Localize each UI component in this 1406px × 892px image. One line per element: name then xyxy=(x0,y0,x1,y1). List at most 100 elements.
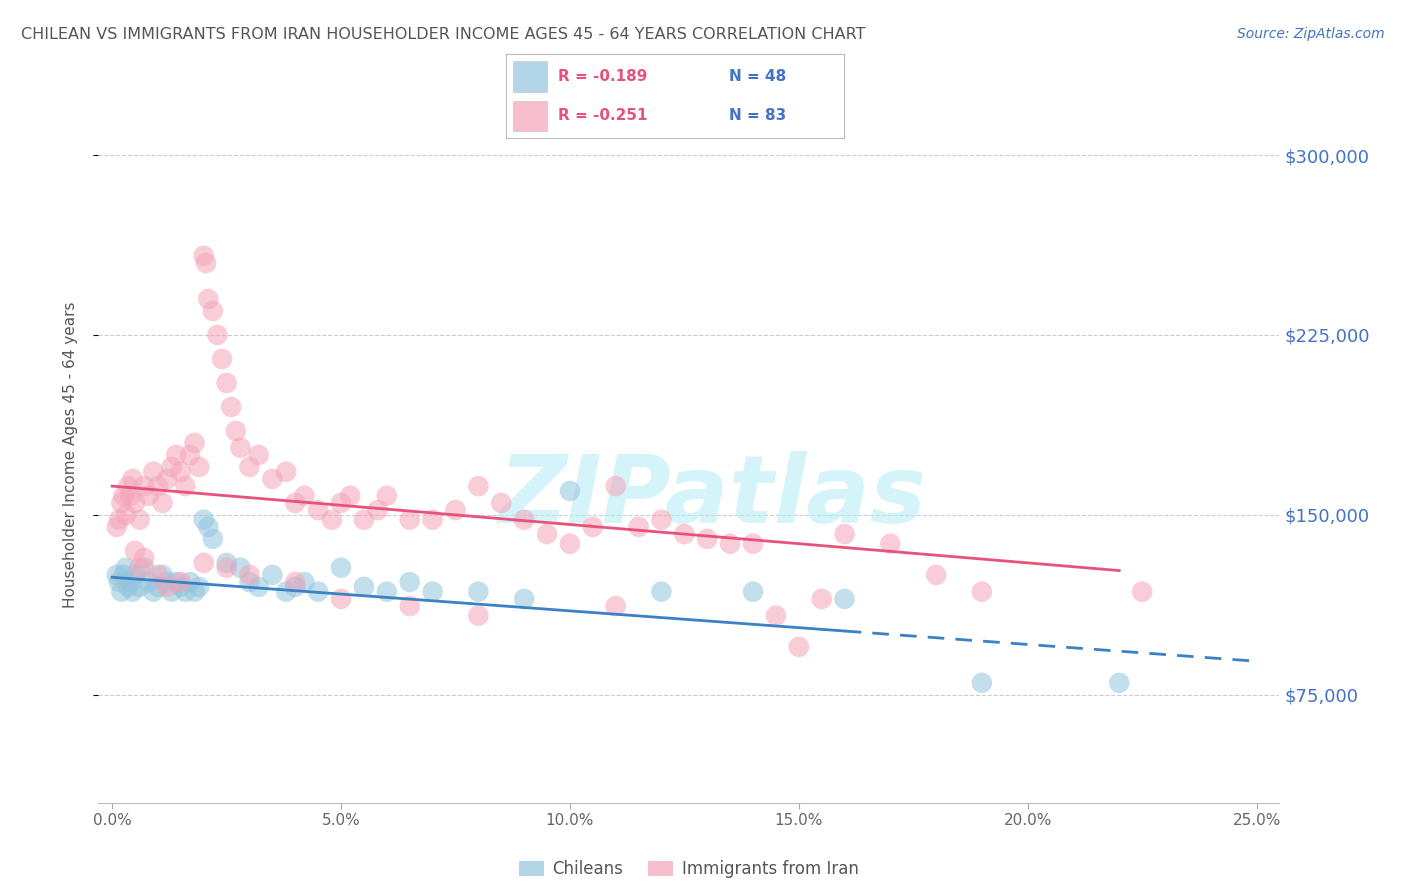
Text: R = -0.189: R = -0.189 xyxy=(558,69,648,84)
Point xyxy=(121,472,143,486)
Point xyxy=(787,640,810,654)
Point xyxy=(650,513,672,527)
Point xyxy=(238,575,260,590)
Point xyxy=(201,304,224,318)
Point xyxy=(274,465,297,479)
Point xyxy=(339,489,361,503)
Point xyxy=(156,580,179,594)
Point xyxy=(165,575,187,590)
Point xyxy=(188,459,211,474)
Point xyxy=(112,567,135,582)
Point xyxy=(810,591,832,606)
Point xyxy=(110,496,132,510)
Text: N = 48: N = 48 xyxy=(728,69,786,84)
Point xyxy=(444,503,467,517)
Point xyxy=(124,567,146,582)
Point xyxy=(650,584,672,599)
Point xyxy=(193,249,215,263)
Point xyxy=(197,292,219,306)
Point xyxy=(112,489,135,503)
Point xyxy=(128,560,150,574)
Point xyxy=(121,584,143,599)
Point xyxy=(284,575,307,590)
Point xyxy=(742,584,765,599)
Point xyxy=(294,489,316,503)
Point xyxy=(284,496,307,510)
Point xyxy=(117,580,139,594)
Point xyxy=(353,580,375,594)
Point xyxy=(179,448,201,462)
Point xyxy=(201,532,224,546)
Point xyxy=(128,580,150,594)
Point xyxy=(970,676,993,690)
Text: N = 83: N = 83 xyxy=(728,108,786,123)
Point xyxy=(513,591,536,606)
Point xyxy=(238,459,260,474)
Point xyxy=(294,575,316,590)
Point xyxy=(110,584,132,599)
Point xyxy=(673,527,696,541)
Point xyxy=(197,520,219,534)
Point xyxy=(134,479,156,493)
FancyBboxPatch shape xyxy=(513,101,547,131)
Text: R = -0.251: R = -0.251 xyxy=(558,108,648,123)
Point xyxy=(513,513,536,527)
Point xyxy=(120,489,142,503)
Point xyxy=(834,591,856,606)
Point xyxy=(138,575,160,590)
Point xyxy=(170,575,193,590)
Point xyxy=(225,424,247,438)
Legend: Chileans, Immigrants from Iran: Chileans, Immigrants from Iran xyxy=(513,854,865,885)
Point xyxy=(558,483,581,498)
Point xyxy=(160,459,183,474)
Point xyxy=(142,584,165,599)
Point xyxy=(219,400,242,414)
Point xyxy=(330,496,353,510)
Point xyxy=(536,527,558,541)
Point xyxy=(229,441,252,455)
Point xyxy=(152,567,174,582)
Point xyxy=(742,537,765,551)
Point xyxy=(174,584,197,599)
Point xyxy=(398,513,420,527)
Point xyxy=(262,567,284,582)
Point xyxy=(215,560,238,574)
Point xyxy=(718,537,741,551)
Point xyxy=(134,560,156,574)
Point xyxy=(170,465,193,479)
Point xyxy=(134,551,156,566)
Point xyxy=(229,560,252,574)
Point xyxy=(696,532,718,546)
Text: ZIPatlas: ZIPatlas xyxy=(499,450,927,542)
Point xyxy=(467,608,489,623)
Point xyxy=(117,479,139,493)
Point xyxy=(174,479,197,493)
Point xyxy=(108,513,131,527)
Point xyxy=(321,513,343,527)
Point xyxy=(156,575,179,590)
Point xyxy=(165,448,187,462)
Point xyxy=(925,567,948,582)
Point xyxy=(330,560,353,574)
Point xyxy=(353,513,375,527)
Point xyxy=(398,575,420,590)
Point xyxy=(138,489,160,503)
Point xyxy=(146,580,169,594)
Point xyxy=(128,513,150,527)
Point xyxy=(422,513,444,527)
Point xyxy=(262,472,284,486)
Point xyxy=(467,479,489,493)
Point xyxy=(193,556,215,570)
Point xyxy=(367,503,389,517)
Point xyxy=(375,584,398,599)
Point xyxy=(211,351,233,366)
Point xyxy=(115,560,138,574)
Y-axis label: Householder Income Ages 45 - 64 years: Householder Income Ages 45 - 64 years xyxy=(63,301,77,608)
Point xyxy=(491,496,513,510)
Point xyxy=(582,520,605,534)
Point xyxy=(247,448,270,462)
Point xyxy=(183,436,205,450)
Point xyxy=(160,584,183,599)
Point xyxy=(1108,676,1130,690)
Point xyxy=(605,479,627,493)
